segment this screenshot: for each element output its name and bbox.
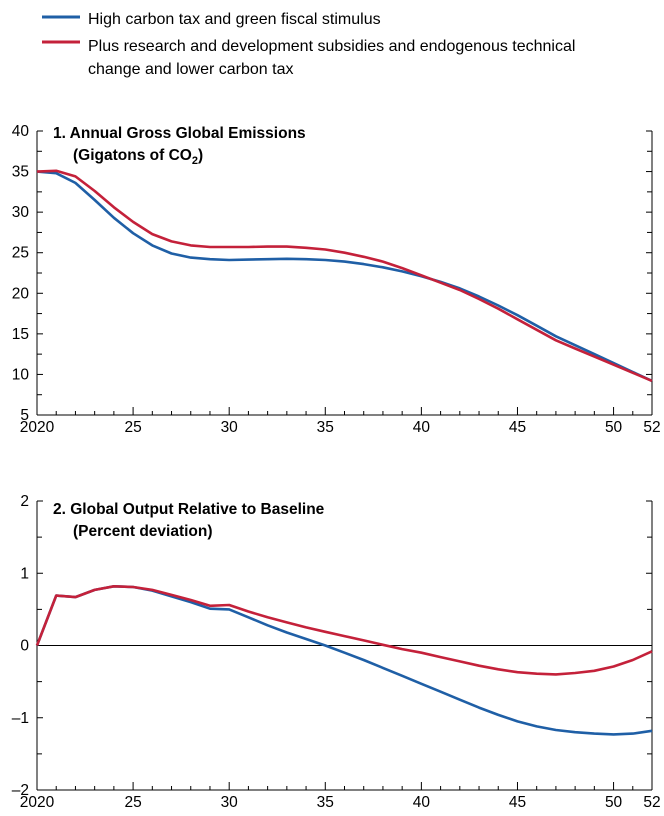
x-tick-label: 50 xyxy=(605,419,623,436)
x-tick-label: 25 xyxy=(124,794,141,811)
series-line-blue xyxy=(35,585,653,736)
x-tick-label: 2020 xyxy=(20,794,55,811)
y-tick-label: 40 xyxy=(12,123,30,140)
y-tick-label: –1 xyxy=(12,710,29,727)
panel-global-output: 2. Global Output Relative to Baseline (P… xyxy=(12,493,661,811)
y-tick-label: –2 xyxy=(12,782,29,799)
x-tick-label: 52 xyxy=(643,794,660,811)
x-tick-label: 2020 xyxy=(20,419,55,436)
y-tick-label: 1 xyxy=(20,565,29,582)
panel-2-title-line-2: (Percent deviation) xyxy=(73,523,213,540)
y-tick-label: 20 xyxy=(12,285,30,302)
panel-annual-emissions: 1. Annual Gross Global Emissions (Gigato… xyxy=(12,123,661,436)
y-tick-label: 15 xyxy=(12,326,29,343)
legend-label-2-line-1: Plus research and development subsidies … xyxy=(88,38,575,55)
legend-label-1: High carbon tax and green fiscal stimulu… xyxy=(88,11,381,28)
x-tick-label: 52 xyxy=(643,419,660,436)
x-tick-label: 30 xyxy=(221,794,239,811)
x-tick-label: 40 xyxy=(413,794,431,811)
y-tick-label: 10 xyxy=(12,366,30,383)
x-tick-label: 35 xyxy=(317,794,334,811)
y-tick-label: 5 xyxy=(20,407,29,424)
x-tick-label: 35 xyxy=(317,419,334,436)
series-line-red xyxy=(36,169,653,383)
y-tick-label: 0 xyxy=(20,638,29,655)
y-tick-label: 35 xyxy=(12,164,29,181)
panel-1-title-line-1: 1. Annual Gross Global Emissions xyxy=(53,125,306,142)
y-tick-label: 30 xyxy=(12,204,30,221)
panel-1-title-line-2: (Gigatons of CO2) xyxy=(73,147,203,167)
y-tick-label: 2 xyxy=(20,493,29,510)
series-line-red xyxy=(35,585,653,676)
x-tick-label: 40 xyxy=(413,419,431,436)
x-tick-label: 50 xyxy=(605,794,623,811)
panel-2-title-line-1: 2. Global Output Relative to Baseline xyxy=(53,501,325,518)
x-tick-label: 30 xyxy=(221,419,239,436)
legend-label-2-line-2: change and lower carbon tax xyxy=(88,61,293,78)
x-tick-label: 25 xyxy=(124,419,141,436)
legend: High carbon tax and green fiscal stimulu… xyxy=(42,11,575,78)
series-line-blue xyxy=(36,170,653,383)
x-tick-label: 45 xyxy=(509,794,526,811)
x-tick-label: 45 xyxy=(509,419,526,436)
y-tick-label: 25 xyxy=(12,245,29,262)
